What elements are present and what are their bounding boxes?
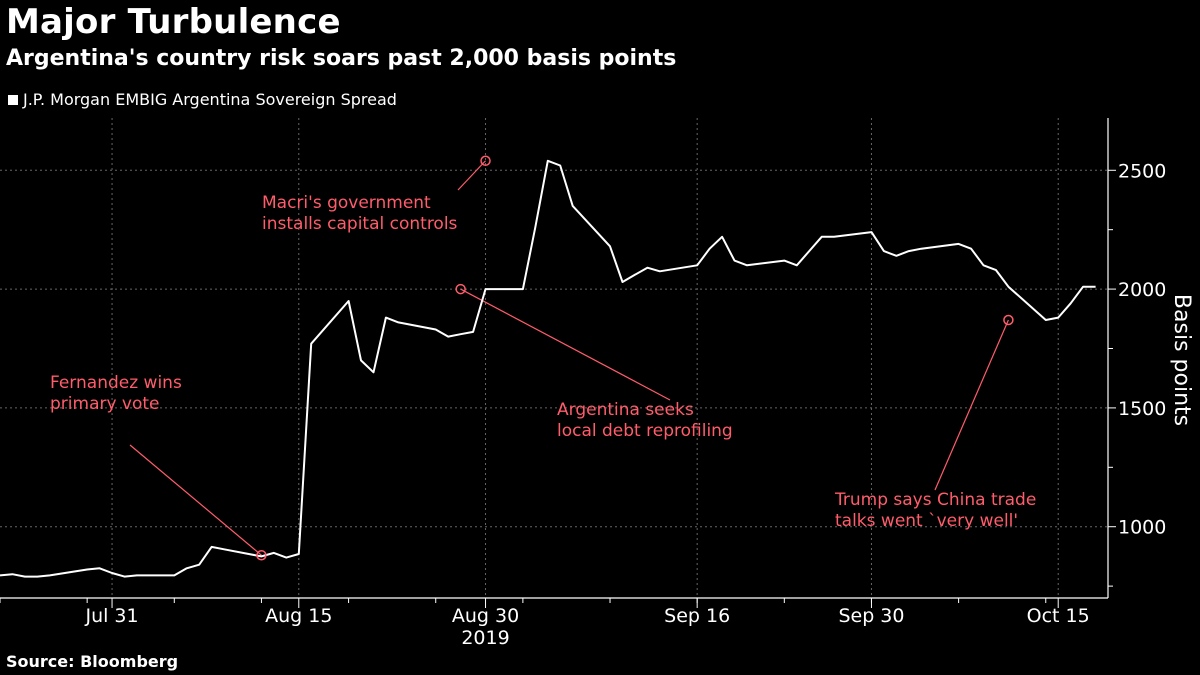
x-tick-label: Oct 15 — [1027, 605, 1090, 627]
grid-lines — [0, 118, 1108, 598]
annotation-text: primary vote — [50, 394, 160, 414]
chart-title: Major Turbulence — [6, 2, 341, 42]
tick-labels: 1000 1500 2000 2500 Jul 31 Aug 15 Aug 30 Sep 16… — [84, 160, 1166, 649]
annotation-markers — [256, 155, 1014, 561]
annotation-text: local debt reprofiling — [557, 421, 733, 441]
x-tick-label: Aug 30 — [452, 605, 519, 627]
annotation-text: Macri's government — [262, 193, 431, 213]
x-tick-label: Sep 16 — [664, 605, 730, 627]
annotation-leader — [934, 319, 1009, 491]
source-note: Source: Bloomberg — [6, 652, 179, 671]
y-axis-label: Basis points — [1169, 294, 1194, 426]
annotation-text: talks went `very well' — [835, 511, 1018, 531]
y-tick-label: 2500 — [1118, 160, 1166, 182]
annotation-marker — [480, 155, 491, 167]
annotation-leader — [460, 288, 671, 401]
annotation-leaders — [129, 160, 1009, 556]
annotation-text: Trump says China trade — [834, 490, 1036, 510]
series-group — [0, 159, 1096, 578]
annotation-text: Fernandez wins — [50, 373, 182, 393]
y-tick-label: 2000 — [1118, 279, 1166, 301]
annotation-leader — [129, 444, 262, 556]
y-tick-label: 1000 — [1118, 517, 1166, 539]
annotation-text: installs capital controls — [262, 214, 458, 234]
annotation-marker — [256, 549, 267, 561]
series-line — [0, 159, 1096, 578]
legend: J.P. Morgan EMBIG Argentina Sovereign Sp… — [8, 90, 397, 109]
x-tick-label: Sep 30 — [838, 605, 904, 627]
x-year-label: 2019 — [461, 627, 509, 649]
annotation-text: Argentina seeks — [557, 400, 694, 420]
annotation-leader — [457, 160, 486, 191]
annotation-marker — [1003, 314, 1014, 326]
axes — [0, 118, 1116, 608]
chart-subtitle: Argentina's country risk soars past 2,00… — [6, 46, 677, 71]
x-tick-label: Aug 15 — [265, 605, 332, 627]
x-tick-label: Jul 31 — [84, 605, 138, 627]
annotation-marker — [455, 283, 466, 295]
y-tick-label: 1500 — [1118, 398, 1166, 420]
legend-swatch — [8, 94, 18, 105]
legend-label: J.P. Morgan EMBIG Argentina Sovereign Sp… — [23, 90, 397, 109]
